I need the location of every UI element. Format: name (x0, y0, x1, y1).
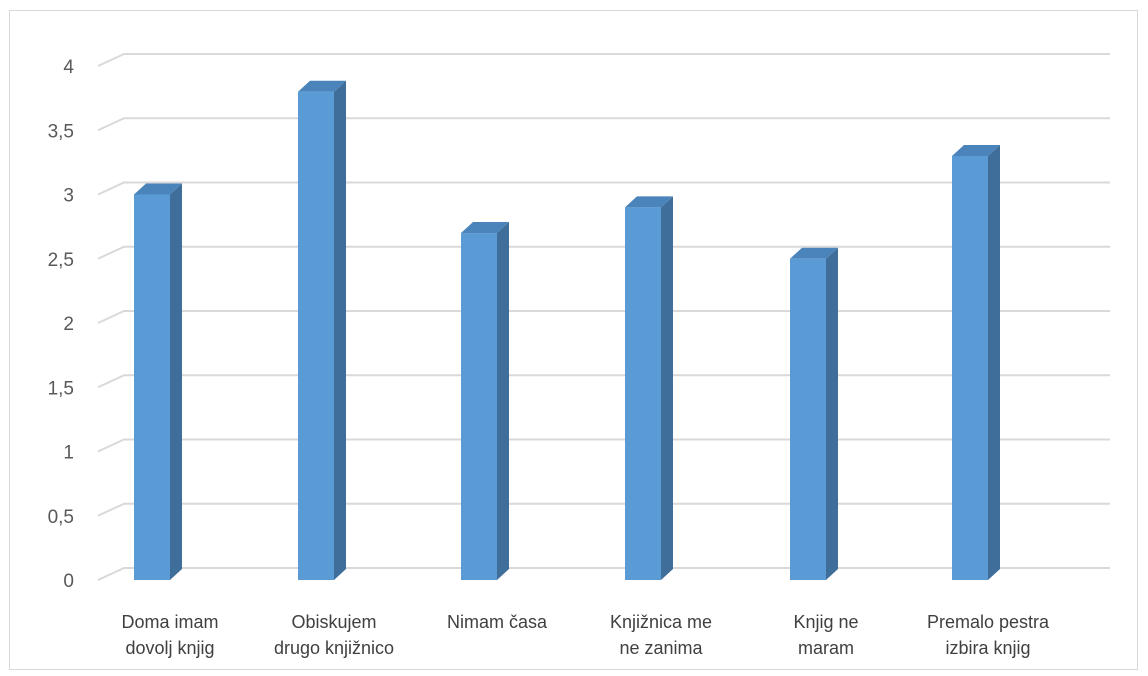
bar (625, 196, 673, 580)
y-tick-label: 2 (63, 314, 74, 335)
y-tick-label: 0 (63, 571, 74, 592)
bar-side (826, 247, 838, 580)
gridline (97, 567, 1110, 581)
bar-top (952, 144, 1000, 156)
x-category-label: Knjig ne maram (793, 612, 858, 658)
gridline (97, 310, 1110, 324)
bar (134, 183, 182, 580)
bar-top (134, 183, 182, 195)
gridline (97, 245, 1110, 260)
gridline (97, 53, 1110, 67)
bar-side (661, 196, 673, 580)
x-category-label: Nimam časa (447, 612, 548, 632)
bar-front (625, 207, 661, 580)
bar-top (298, 80, 346, 92)
bar-side (497, 222, 509, 581)
bar-top (790, 247, 838, 259)
bar-side (334, 80, 346, 580)
x-category-label: Premalo pestra izbira knjig (927, 612, 1050, 658)
y-tick-label: 3 (63, 186, 74, 207)
gridline (97, 438, 1110, 453)
y-tick-label: 1 (63, 443, 74, 464)
y-tick-label: 3,5 (48, 121, 74, 142)
bar (298, 80, 346, 580)
gridline (97, 502, 1110, 517)
gridline (97, 374, 1110, 389)
y-tick-label: 4 (63, 57, 74, 78)
bar-front (952, 155, 988, 580)
y-tick-label: 2,5 (48, 250, 74, 271)
bar-top (461, 222, 509, 234)
bar-side (988, 144, 1000, 580)
bar-front (134, 194, 170, 580)
bar (790, 247, 838, 580)
bar (461, 222, 509, 581)
bar-front (790, 258, 826, 580)
bar-front (298, 91, 334, 580)
gridline (97, 181, 1110, 196)
x-category-label: Knjižnica me ne zanima (610, 612, 712, 658)
gridline (97, 117, 1110, 132)
bar-top (625, 196, 673, 208)
chart-frame (9, 10, 1138, 670)
bar-side (170, 183, 182, 580)
bar (952, 144, 1000, 580)
x-category-label: Doma imam dovolj knjig (121, 612, 218, 658)
bar-front (461, 233, 497, 581)
y-tick-label: 0,5 (48, 507, 74, 528)
y-tick-label: 1,5 (48, 378, 74, 399)
x-category-label: Obiskujem drugo knjižnico (274, 612, 394, 658)
